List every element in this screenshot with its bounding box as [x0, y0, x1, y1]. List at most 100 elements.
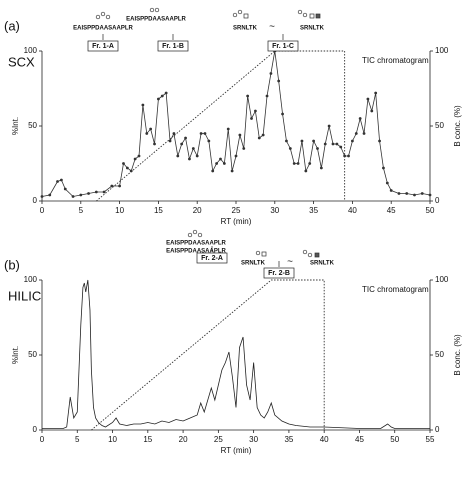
glycan-icons [95, 7, 321, 258]
y-tick-label: 50 [28, 121, 37, 130]
panel-label: (a) [4, 18, 20, 33]
data-point [358, 117, 362, 120]
x-tick-label: 20 [193, 206, 202, 215]
gradient-line [96, 50, 346, 202]
data-point [87, 192, 90, 195]
data-point [257, 136, 261, 140]
x-tick-label: 20 [179, 435, 188, 444]
data-point [176, 154, 180, 158]
fraction-label: Fr. 1-A [92, 43, 114, 50]
peptide-label: SRNLTK [241, 261, 266, 267]
y2-tick-label: 100 [435, 46, 449, 55]
data-point [118, 184, 121, 188]
data-point [137, 154, 141, 158]
y-tick-label: 0 [33, 196, 38, 205]
data-point [110, 184, 114, 188]
data-point [327, 124, 331, 128]
y2-axis-label: B conc. (%) [453, 334, 462, 376]
y2-tick-label: 50 [435, 121, 444, 130]
trace-label: TIC chromatogram [362, 56, 429, 65]
x-tick-label: 10 [115, 206, 124, 215]
x-tick-label: 15 [154, 206, 163, 215]
x-tick-label: 10 [108, 435, 117, 444]
data-point [48, 193, 52, 197]
data-point [168, 139, 172, 143]
x-axis-label: RT (min) [221, 446, 252, 455]
data-point [331, 142, 335, 146]
data-point [405, 192, 409, 195]
data-point [277, 79, 281, 83]
data-point [122, 162, 125, 165]
data-point [145, 132, 149, 135]
data-point [362, 132, 366, 135]
data-point [385, 181, 389, 185]
data-point [56, 180, 59, 183]
x-tick-label: 15 [143, 435, 152, 444]
data-point [335, 142, 339, 146]
data-point [343, 154, 347, 158]
y-axis-label: %Int. [11, 117, 20, 135]
y2-tick-label: 0 [435, 425, 440, 434]
y-tick-label: 50 [28, 350, 37, 359]
data-point [285, 139, 288, 143]
data-point [94, 190, 98, 194]
peptide-label: EAISPPDAASAAPLR [126, 17, 186, 23]
x-tick-label: 35 [284, 435, 293, 444]
gradient-line [91, 279, 325, 431]
data-point [304, 169, 308, 173]
data-point [149, 127, 153, 131]
y2-axis-label: B conc. (%) [453, 105, 462, 147]
data-point [219, 157, 222, 161]
y-tick-label: 100 [24, 46, 38, 55]
data-point [354, 132, 358, 135]
peptide-label: SRNLTK [310, 261, 335, 267]
data-point [71, 195, 75, 198]
panel-label: (b) [4, 257, 20, 272]
data-point [125, 166, 129, 170]
trace-label: TIC chromatogram [362, 285, 429, 294]
x-tick-label: 45 [355, 435, 364, 444]
x-tick-label: 0 [40, 435, 45, 444]
separator: ~ [269, 22, 275, 33]
data-point [157, 97, 160, 101]
data-point [164, 91, 168, 95]
data-point [370, 109, 374, 113]
data-point [141, 103, 145, 107]
data-point [184, 136, 187, 140]
data-point [226, 127, 230, 131]
data-point [316, 147, 319, 150]
peptide-label: SRNLTK [233, 26, 258, 32]
data-point [366, 97, 370, 101]
data-point [129, 169, 133, 173]
x-tick-label: 40 [348, 206, 357, 215]
y2-tick-label: 100 [435, 275, 449, 284]
data-point [211, 169, 215, 173]
y-tick-label: 100 [24, 275, 38, 284]
x-tick-label: 25 [214, 435, 223, 444]
data-point [153, 142, 156, 146]
data-point [133, 157, 137, 161]
data-point [234, 154, 238, 158]
method-label: HILIC [8, 288, 41, 303]
data-point [191, 147, 195, 150]
data-point [60, 178, 63, 182]
x-tick-label: 0 [40, 206, 45, 215]
data-point [300, 139, 304, 143]
data-point [180, 142, 184, 146]
x-tick-label: 30 [249, 435, 258, 444]
peptide-label: EAISPPDAASAAPLR [73, 26, 133, 32]
data-point [281, 112, 284, 116]
x-tick-label: 25 [232, 206, 241, 215]
data-point [195, 154, 199, 158]
tic-line [42, 279, 430, 429]
data-point [203, 132, 207, 135]
data-point [413, 193, 416, 197]
fraction-label: Fr. 1-B [162, 43, 184, 50]
data-point [269, 72, 273, 75]
data-point [207, 139, 211, 143]
fraction-box [87, 40, 119, 52]
y2-tick-label: 50 [435, 350, 444, 359]
data-point [339, 145, 343, 149]
data-point [312, 139, 315, 143]
